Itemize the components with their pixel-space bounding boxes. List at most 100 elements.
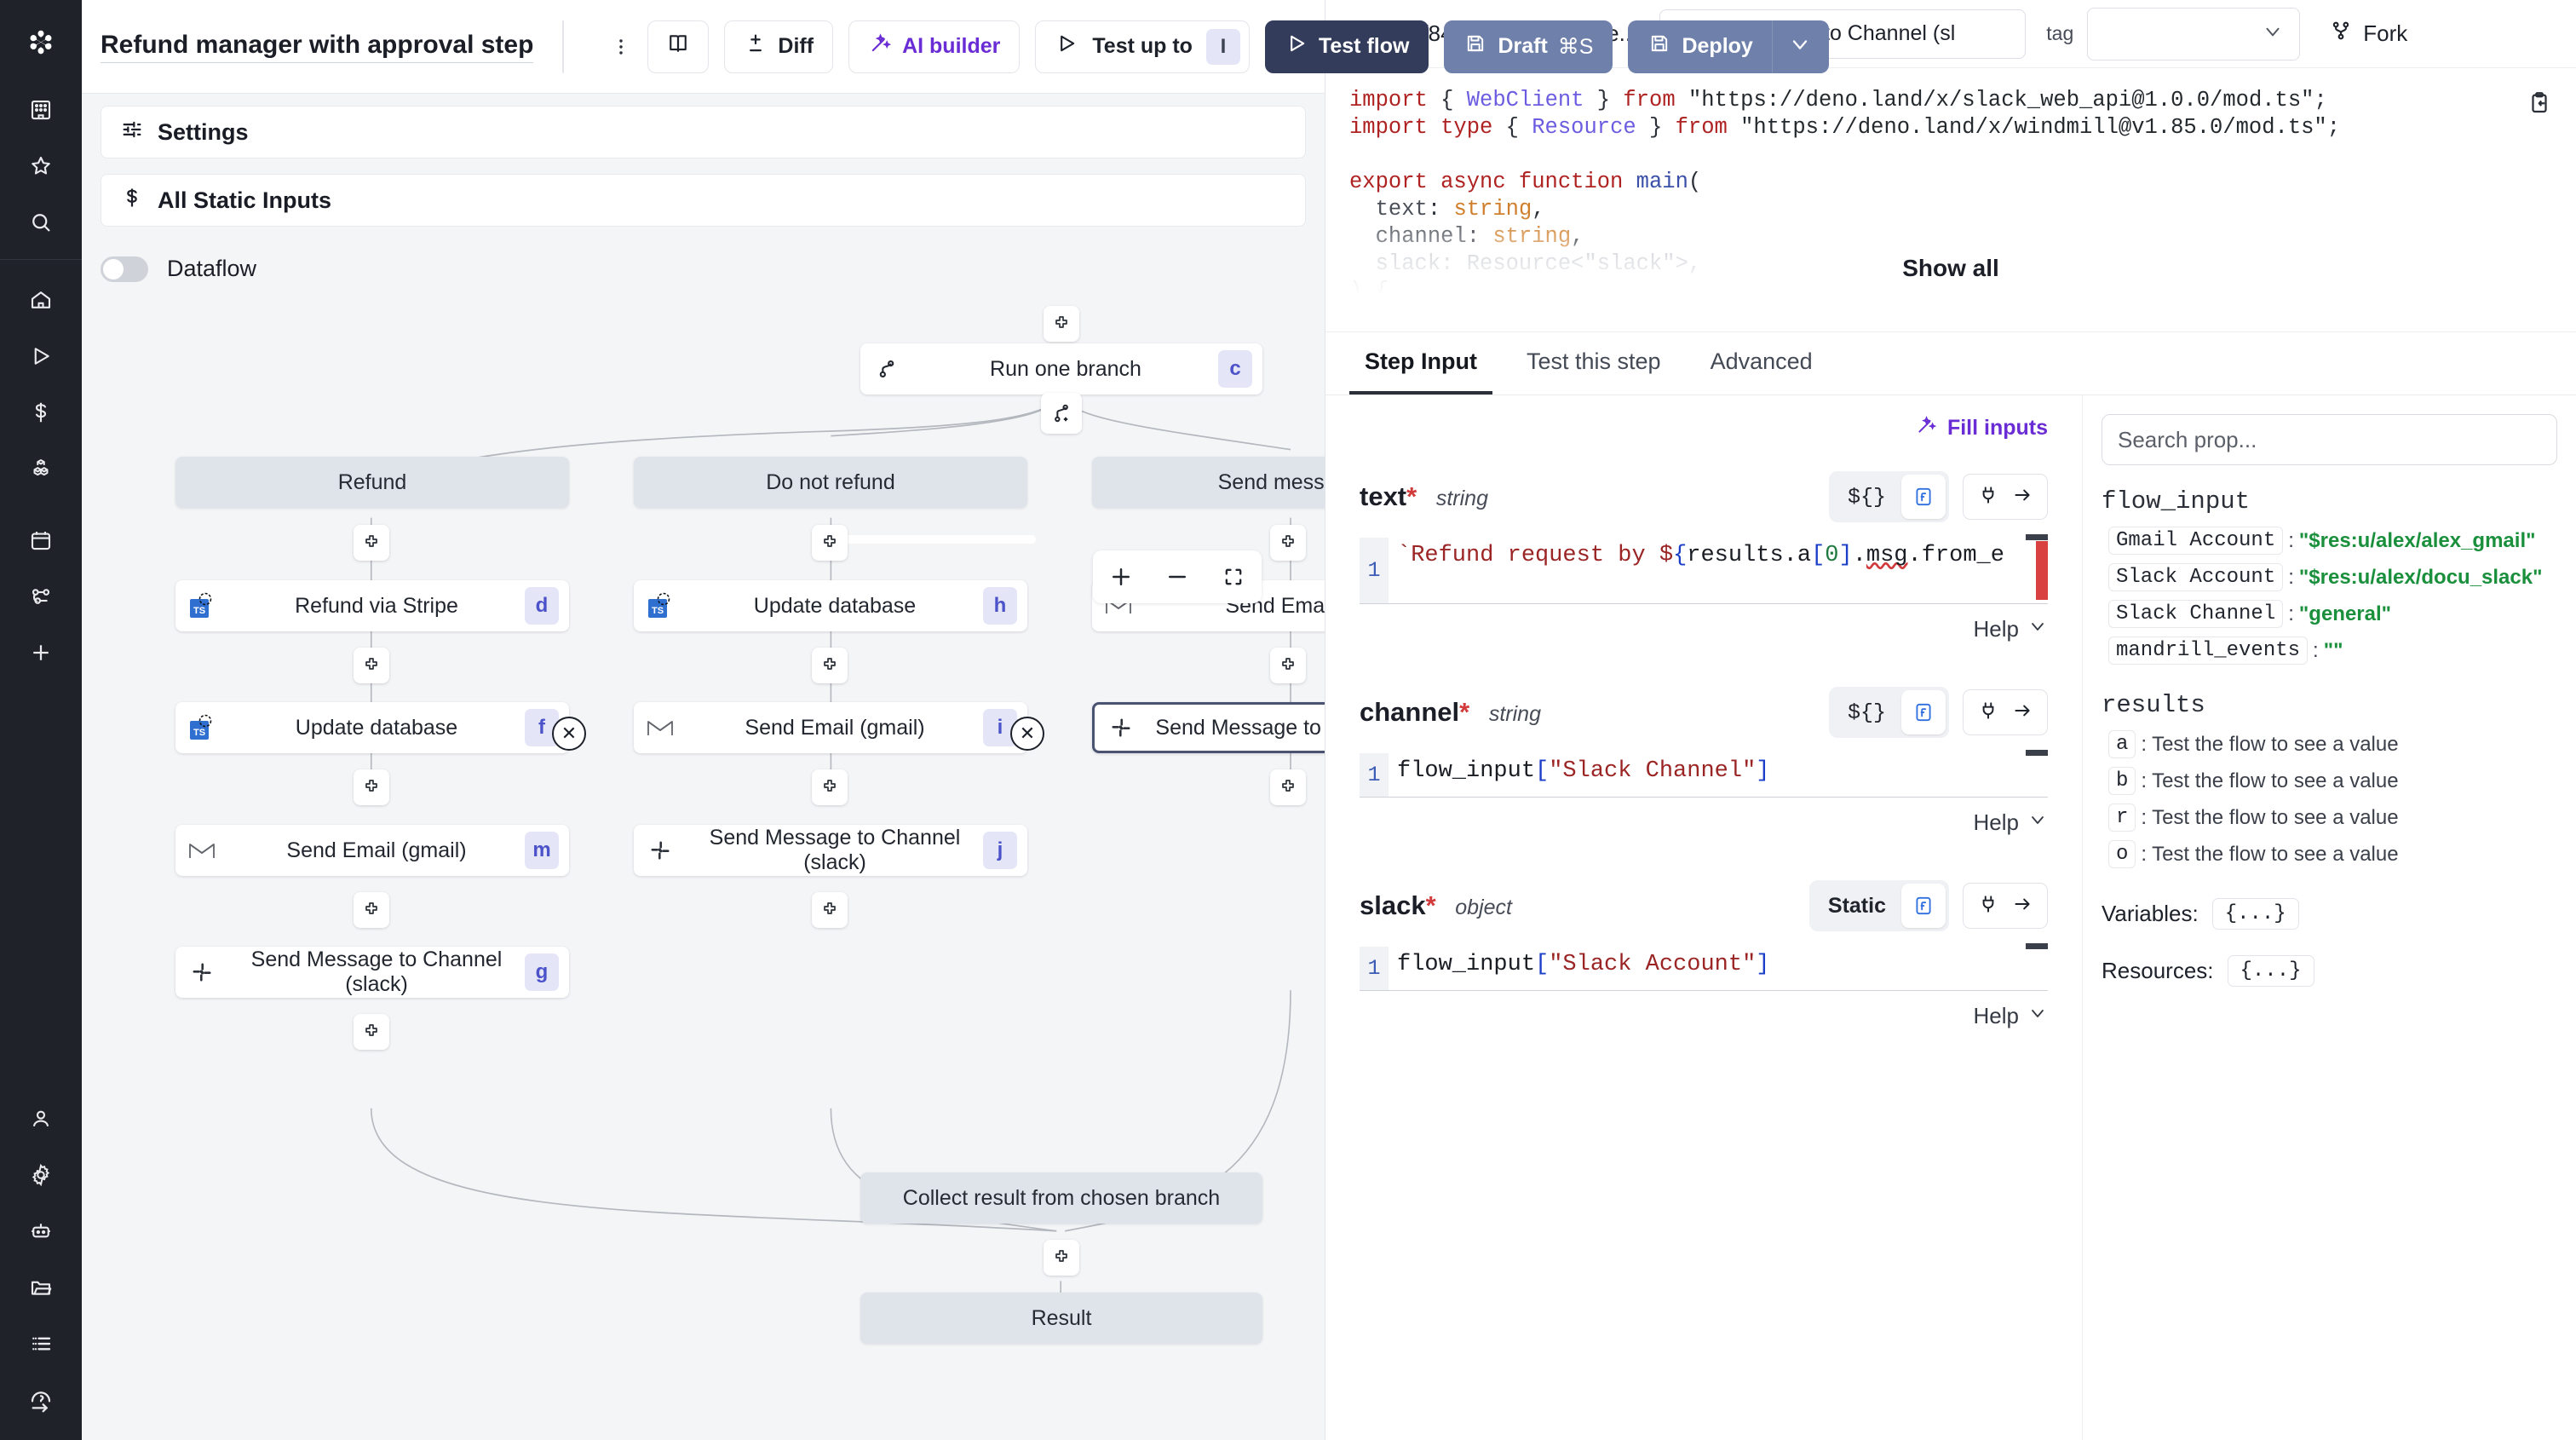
delete-branch-do-not-refund[interactable]: ✕ bbox=[1010, 717, 1044, 751]
sidebar-item-account[interactable] bbox=[0, 1091, 82, 1147]
add-step-button[interactable] bbox=[1044, 1240, 1079, 1276]
code-preview[interactable]: import { WebClient } from "https://deno.… bbox=[1325, 68, 2576, 332]
sidebar-item-search[interactable] bbox=[0, 194, 82, 251]
test-up-to-button[interactable]: Test up to I bbox=[1035, 20, 1250, 73]
prop-row[interactable]: Slack Account : "$res:u/alex/docu_slack" bbox=[2102, 559, 2557, 596]
editor-scroll-nub[interactable] bbox=[2026, 750, 2048, 756]
prop-key[interactable]: b bbox=[2108, 767, 2136, 795]
prop-key[interactable]: r bbox=[2108, 804, 2136, 832]
add-step-button[interactable] bbox=[1270, 525, 1306, 561]
sidebar-item-schedules[interactable] bbox=[0, 512, 82, 568]
vertical-dots-icon[interactable] bbox=[610, 36, 632, 58]
variables-chip[interactable]: {...} bbox=[2211, 898, 2299, 930]
tab-advanced[interactable]: Advanced bbox=[1710, 348, 1813, 374]
node-refund-via-stripe[interactable]: TS Refund via Stripe d bbox=[175, 580, 569, 631]
node-run-one-branch[interactable]: Run one branch c bbox=[860, 343, 1262, 395]
expression-value[interactable]: `Refund request by ${results.a[0].msg.fr… bbox=[1397, 543, 2004, 568]
branch-header-refund[interactable]: Refund bbox=[175, 457, 569, 508]
add-step-button[interactable] bbox=[354, 769, 389, 805]
add-step-button[interactable] bbox=[812, 769, 848, 805]
windmill-logo-icon[interactable] bbox=[0, 9, 82, 82]
add-step-button[interactable] bbox=[812, 892, 848, 928]
mode-template-button[interactable]: ${} bbox=[1847, 700, 1886, 725]
expression-editor-text[interactable]: 1 `Refund request by ${results.a[0].msg.… bbox=[1360, 534, 2048, 604]
sidebar-item-settings[interactable] bbox=[0, 1147, 82, 1203]
prop-key[interactable]: Slack Channel bbox=[2108, 600, 2284, 628]
delete-branch-refund[interactable]: ✕ bbox=[552, 717, 586, 751]
zoom-out-button[interactable] bbox=[1149, 550, 1205, 603]
expression-editor-slack[interactable]: 1 flow_input["Slack Account"] bbox=[1360, 943, 2048, 991]
sidebar-item-runs[interactable] bbox=[0, 328, 82, 384]
settings-card[interactable]: Settings bbox=[101, 106, 1306, 158]
add-step-button[interactable] bbox=[1044, 306, 1079, 342]
connect-input-button-text[interactable] bbox=[1963, 474, 2048, 520]
fork-button[interactable]: Fork bbox=[2329, 19, 2407, 49]
branch-header-do-not-refund[interactable]: Do not refund bbox=[634, 457, 1027, 508]
graph-horizontal-scrollbar[interactable] bbox=[831, 535, 1036, 544]
function-icon[interactable] bbox=[1901, 884, 1946, 928]
prop-row[interactable]: o : Test the flow to see a value bbox=[2102, 836, 2557, 873]
resources-chip[interactable]: {...} bbox=[2227, 955, 2314, 987]
mode-template-button[interactable]: ${} bbox=[1847, 484, 1886, 510]
node-result[interactable]: Result bbox=[860, 1293, 1262, 1344]
prop-row[interactable]: Slack Channel : "general" bbox=[2102, 596, 2557, 632]
sidebar-item-home[interactable] bbox=[0, 272, 82, 328]
add-branch-button[interactable] bbox=[1041, 393, 1082, 434]
help-row-slack[interactable]: Help bbox=[1360, 1003, 2048, 1029]
dataflow-toggle[interactable] bbox=[101, 256, 148, 282]
docs-button[interactable] bbox=[647, 20, 710, 73]
add-step-button[interactable] bbox=[354, 892, 389, 928]
editor-scroll-nub[interactable] bbox=[2026, 534, 2048, 540]
search-prop-input[interactable]: Search prop... bbox=[2102, 414, 2557, 465]
deploy-caret-button[interactable] bbox=[1772, 20, 1829, 73]
add-step-button[interactable] bbox=[354, 1014, 389, 1050]
test-up-to-badge[interactable]: I bbox=[1205, 28, 1240, 65]
prop-row[interactable]: a : Test the flow to see a value bbox=[2102, 726, 2557, 763]
expression-value[interactable]: flow_input["Slack Account"] bbox=[1397, 952, 1770, 977]
tab-test-this-step[interactable]: Test this step bbox=[1526, 348, 1661, 374]
add-step-button[interactable] bbox=[354, 525, 389, 561]
all-static-inputs-card[interactable]: All Static Inputs bbox=[101, 174, 1306, 227]
flow-graph-canvas[interactable]: Run one branch c Refund ✕ TS bbox=[82, 291, 1325, 1440]
sidebar-item-workspace[interactable] bbox=[0, 82, 82, 138]
prop-row[interactable]: r : Test the flow to see a value bbox=[2102, 799, 2557, 836]
clipboard-paste-icon[interactable] bbox=[2527, 90, 2552, 120]
connect-input-button-channel[interactable] bbox=[1963, 689, 2048, 735]
node-send-email-i[interactable]: Send Email (gmail) i bbox=[634, 702, 1027, 753]
add-step-button[interactable] bbox=[812, 525, 848, 561]
sidebar-item-help[interactable] bbox=[0, 1372, 82, 1428]
sidebar-item-flows[interactable] bbox=[0, 568, 82, 625]
prop-row[interactable]: b : Test the flow to see a value bbox=[2102, 763, 2557, 799]
prop-key[interactable]: Gmail Account bbox=[2108, 527, 2284, 555]
prop-key[interactable]: o bbox=[2108, 840, 2136, 868]
draft-button[interactable]: Draft ⌘S bbox=[1444, 20, 1613, 73]
sidebar-item-usage[interactable] bbox=[0, 384, 82, 441]
prop-row[interactable]: Gmail Account : "$res:u/alex/alex_gmail" bbox=[2102, 522, 2557, 559]
branch-header-send-message[interactable]: Send message bbox=[1092, 457, 1325, 508]
zoom-in-button[interactable] bbox=[1093, 550, 1149, 603]
help-row-text[interactable]: Help bbox=[1360, 616, 2048, 642]
node-send-slack-j[interactable]: Send Message to Channel (slack) j bbox=[634, 825, 1027, 876]
sidebar-item-folders[interactable] bbox=[0, 1259, 82, 1316]
expression-value[interactable]: flow_input["Slack Channel"] bbox=[1397, 758, 1770, 784]
connect-input-button-slack[interactable] bbox=[1963, 883, 2048, 929]
sidebar-item-create[interactable] bbox=[0, 625, 82, 681]
tab-step-input[interactable]: Step Input bbox=[1349, 332, 1492, 395]
prop-key[interactable]: a bbox=[2108, 730, 2136, 758]
sidebar-item-workers[interactable] bbox=[0, 1203, 82, 1259]
node-send-email-m[interactable]: Send Email (gmail) m bbox=[175, 825, 569, 876]
deploy-button[interactable]: Deploy bbox=[1628, 20, 1773, 73]
test-flow-button[interactable]: Test flow bbox=[1264, 20, 1429, 73]
node-update-database-h[interactable]: TS Update database h bbox=[634, 580, 1027, 631]
node-send-slack-g[interactable]: Send Message to Channel (slack) g bbox=[175, 947, 569, 998]
mode-static-button[interactable]: Static bbox=[1827, 893, 1886, 918]
fit-screen-button[interactable] bbox=[1205, 550, 1262, 603]
prop-key[interactable]: Slack Account bbox=[2108, 563, 2284, 591]
editor-scroll-nub[interactable] bbox=[2026, 943, 2048, 949]
sidebar-item-favorites[interactable] bbox=[0, 138, 82, 194]
function-icon[interactable] bbox=[1901, 475, 1946, 519]
undo-button[interactable] bbox=[563, 21, 564, 72]
node-send-slack-selected[interactable]: Send Message to Channel (slack) bbox=[1092, 702, 1325, 753]
add-step-button[interactable] bbox=[1270, 648, 1306, 683]
add-step-button[interactable] bbox=[1270, 769, 1306, 805]
